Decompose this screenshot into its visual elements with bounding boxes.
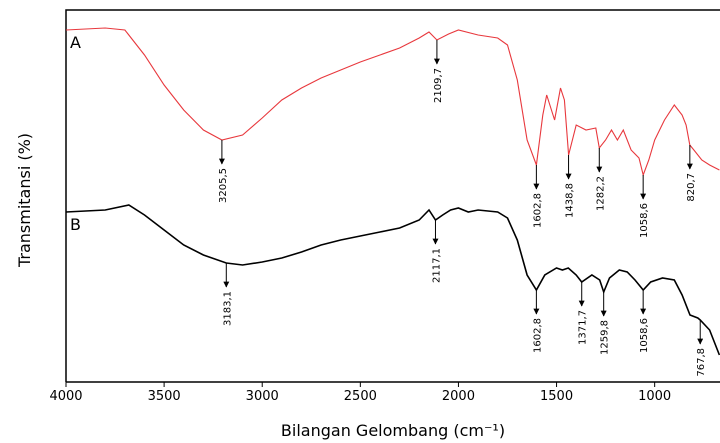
- x-tick-label: 3500: [148, 389, 181, 404]
- annotation-label: 1282,2: [595, 176, 606, 211]
- x-axis-title: Bilangan Gelombang (cm⁻¹): [281, 421, 505, 440]
- annotation-label: 3205,5: [218, 168, 229, 203]
- annotation-label: 820,7: [686, 173, 697, 202]
- frame: [65, 9, 720, 382]
- x-tick-label: 2000: [442, 389, 475, 404]
- spectrum-line: [65, 204, 720, 356]
- x-tick-label: 3000: [246, 389, 279, 404]
- x-tick-label: 2500: [344, 389, 377, 404]
- annotation-label: 2117,1: [431, 248, 442, 283]
- annotation-label: 2109,7: [433, 68, 444, 103]
- annotation-label: 767,8: [696, 348, 707, 377]
- series-name: B: [70, 215, 81, 234]
- annotation-label: 3183,1: [222, 291, 233, 326]
- annotation-label: 1058,6: [639, 203, 650, 238]
- annotation-label: 1058,6: [639, 318, 650, 353]
- annotation-label: 1371,7: [578, 310, 589, 345]
- series-name: A: [70, 33, 81, 52]
- y-axis-title: Transmitansi (%): [15, 133, 34, 268]
- annotation-label: 1602,8: [532, 318, 543, 353]
- x-tick-label: 1500: [540, 389, 573, 404]
- x-tick-label: 4000: [49, 389, 82, 404]
- annotation-label: 1259,8: [600, 320, 611, 355]
- annotation-label: 1602,8: [532, 193, 543, 228]
- spectrum-line: [65, 27, 720, 177]
- annotation-label: 1438,8: [565, 183, 576, 218]
- x-tick-label: 1000: [638, 389, 671, 404]
